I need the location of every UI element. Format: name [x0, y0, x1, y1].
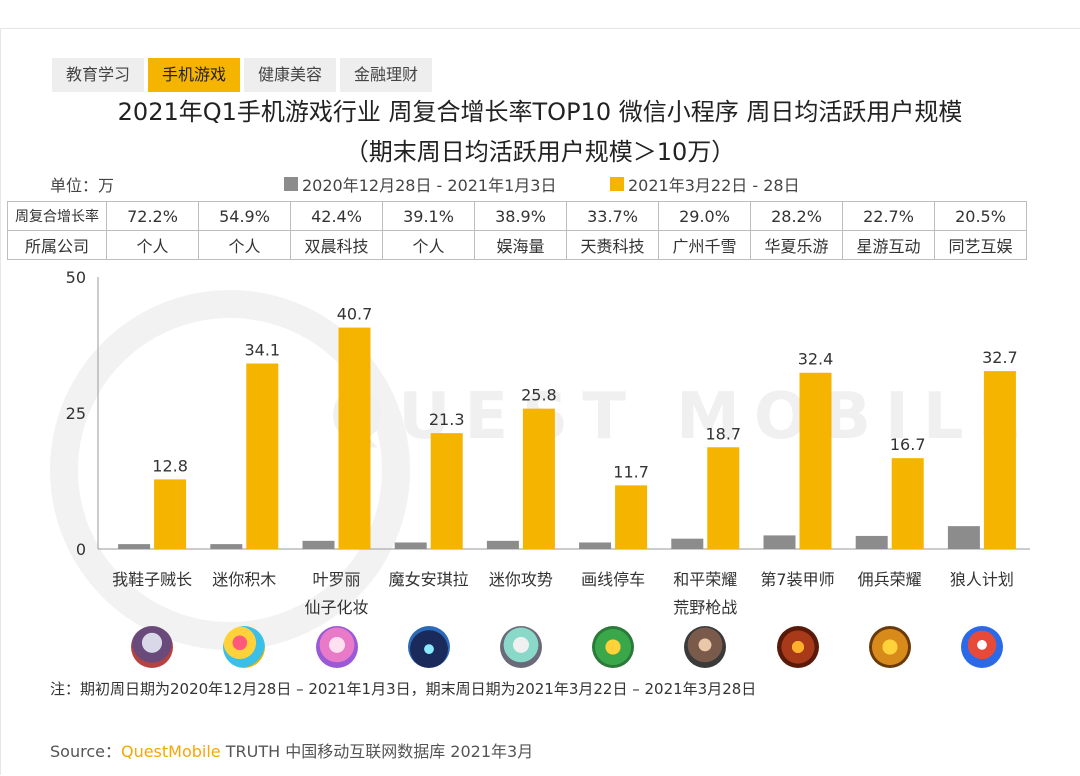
game-icon-2 [223, 626, 266, 668]
x-tick-label: 迷你积木 [212, 570, 277, 589]
company-cell: 个人 [382, 230, 475, 260]
bar-prev [394, 542, 427, 549]
x-tick-label: 迷你攻势 [488, 570, 553, 589]
bar-value-label: 32.7 [982, 348, 1018, 367]
bar-prev [855, 535, 888, 549]
source-line: Source：QuestMobile TRUTH 中国移动互联网数据库 2021… [50, 738, 533, 762]
x-tick-label: 第7装甲师 [760, 570, 835, 589]
bar-prev [579, 542, 612, 549]
company-cell: 个人 [106, 230, 199, 260]
y-tick-label: 0 [76, 540, 86, 559]
tab-mobile-games[interactable]: 手机游戏 [148, 58, 241, 92]
legend-label-prev: 2020年12月28日 - 2021年1月3日 [302, 176, 557, 195]
game-icon-6 [592, 626, 635, 668]
company-cell: 娱海量 [474, 230, 567, 260]
bar-value-label: 16.7 [890, 435, 926, 454]
legend-label-curr: 2021年3月22日 - 28日 [628, 176, 800, 195]
bar-curr [154, 479, 187, 549]
tab-education[interactable]: 教育学习 [52, 58, 145, 92]
legend-swatch-curr [610, 177, 624, 191]
bar-prev [210, 544, 243, 549]
growth-cell: 72.2% [106, 201, 199, 231]
x-tick-label: 狼人计划 [949, 570, 1014, 589]
x-tick-label: 魔女安琪拉 [388, 570, 469, 589]
unit-label: 单位：万 [50, 176, 115, 195]
frame-left-edge [0, 28, 1, 775]
company-header: 所属公司 [7, 230, 107, 260]
bar-curr [338, 327, 371, 549]
game-icon-4 [407, 626, 450, 668]
game-icon-8 [776, 626, 819, 668]
bar-curr [522, 408, 555, 549]
bar-value-label: 21.3 [429, 410, 465, 429]
company-cell: 天赉科技 [566, 230, 659, 260]
bar-curr [430, 433, 463, 549]
bar-curr [983, 371, 1016, 549]
category-tabs: 教育学习 手机游戏 健康美容 金融理财 [52, 58, 433, 92]
bar-prev [118, 544, 151, 549]
growth-cell: 54.9% [198, 201, 291, 231]
game-icon-10 [960, 626, 1003, 668]
company-cell: 同艺互娱 [934, 230, 1027, 260]
bar-curr [707, 447, 740, 549]
source-prefix: Source： [50, 742, 121, 761]
bar-value-label: 25.8 [521, 386, 557, 405]
source-brand: QuestMobile [120, 742, 221, 761]
tab-finance[interactable]: 金融理财 [340, 58, 433, 92]
growth-cell: 42.4% [290, 201, 383, 231]
source-suffix: TRUTH 中国移动互联网数据库 2021年3月 [220, 742, 534, 761]
bar-value-label: 32.4 [798, 350, 834, 369]
y-tick-label: 25 [66, 404, 86, 423]
bar-curr [246, 363, 279, 549]
bar-value-label: 12.8 [152, 456, 188, 475]
x-tick-label: 我鞋子贼长 [112, 570, 193, 589]
bar-curr [615, 485, 648, 549]
growth-cell: 38.9% [474, 201, 567, 231]
x-tick-label: 佣兵荣耀 [857, 570, 922, 589]
company-cell: 个人 [198, 230, 291, 260]
legend-prev: 2020年12月28日 - 2021年1月3日 [284, 172, 556, 196]
game-icon-3 [315, 626, 358, 668]
x-tick-label: 叶罗丽 仙子化妆 [304, 570, 369, 617]
info-table: 周复合增长率 72.2% 54.9% 42.4% 39.1% 38.9% 33.… [7, 201, 1027, 260]
game-icon-5 [499, 626, 542, 668]
bar-value-label: 11.7 [613, 462, 649, 481]
bar-prev [302, 540, 335, 549]
game-icon-9 [868, 626, 911, 668]
growth-row: 周复合增长率 72.2% 54.9% 42.4% 39.1% 38.9% 33.… [7, 201, 1027, 231]
growth-cell: 29.0% [658, 201, 751, 231]
bar-value-label: 34.1 [244, 340, 280, 359]
legend-swatch-prev [284, 177, 298, 191]
footnote: 注：期初周日期为2020年12月28日 – 2021年1月3日，期末周日期为20… [50, 680, 757, 698]
bar-prev [486, 540, 519, 549]
bar-prev [671, 538, 704, 549]
x-tick-label: 和平荣耀 荒野枪战 [673, 570, 738, 617]
bar-curr [891, 458, 924, 549]
chart-title: 2021年Q1手机游戏行业 周复合增长率TOP10 微信小程序 周日均活跃用户规… [117, 98, 963, 126]
bar-prev [947, 526, 980, 549]
x-tick-label: 画线停车 [581, 570, 646, 589]
y-tick-label: 50 [66, 268, 86, 287]
chart-subtitle: （期末周日均活跃用户规模＞10万） [344, 138, 736, 166]
company-row: 所属公司 个人 个人 双晨科技 个人 娱海量 天赉科技 广州千雪 华夏乐游 星游… [7, 230, 1027, 260]
bar-curr [799, 372, 832, 549]
tab-health-beauty[interactable]: 健康美容 [244, 58, 337, 92]
bar-prev [763, 535, 796, 549]
company-cell: 双晨科技 [290, 230, 383, 260]
bar-value-label: 18.7 [705, 424, 741, 443]
game-icon-7 [684, 626, 727, 668]
bar-value-label: 40.7 [337, 305, 373, 324]
growth-cell: 33.7% [566, 201, 659, 231]
company-cell: 广州千雪 [658, 230, 751, 260]
chart-frame [0, 28, 1080, 776]
game-icon-1 [131, 626, 174, 668]
legend-curr: 2021年3月22日 - 28日 [610, 172, 800, 196]
growth-cell: 39.1% [382, 201, 475, 231]
